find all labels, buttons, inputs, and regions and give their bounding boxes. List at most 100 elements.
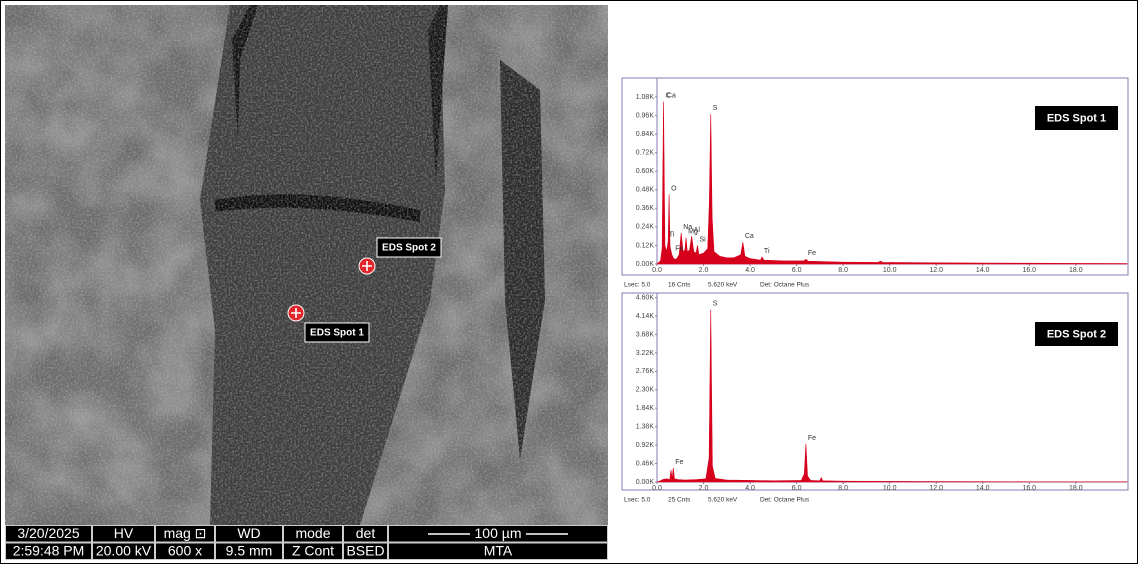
peak-label: S xyxy=(713,300,718,307)
y-tick-label: 3.68K xyxy=(636,331,655,338)
x-tick-label: 10.0 xyxy=(883,485,897,492)
databar-cell xyxy=(388,525,608,543)
x-tick-label: 12.0 xyxy=(929,485,943,492)
y-tick-label: 0.48K xyxy=(636,187,655,194)
y-tick-label: 0.60K xyxy=(636,168,655,175)
y-tick-label: 2.30K xyxy=(636,387,655,394)
footer-text: Lsec: 5.0 xyxy=(624,497,651,504)
spectrum-chart: 0.00K 0.12K 0.24K 0.36K 0.48K 0.60K 0.72K 0.84K… xyxy=(621,77,1129,289)
footer-text: Det: Octane Plus xyxy=(760,497,810,504)
footer-text: 25 Cnts xyxy=(668,497,691,504)
spectrum-chart: 0.00K 0.46K 0.92K 1.38K 1.84K 2.30K 2.76K 3.22K… xyxy=(621,292,1129,504)
footer-text: 16 Cnts xyxy=(668,282,691,289)
y-tick-label: 0.00K xyxy=(636,261,655,268)
databar-cell xyxy=(92,525,155,543)
databar-cell xyxy=(388,542,608,560)
peak-label: Fe xyxy=(808,435,816,442)
y-tick-label: 3.22K xyxy=(636,350,655,357)
spot-cross xyxy=(362,261,372,271)
spot-label-box xyxy=(376,237,442,258)
peak-label: Ti xyxy=(669,232,675,239)
spectrum-area xyxy=(656,309,1128,483)
peak-label: Ca xyxy=(667,92,676,99)
databar-text: 2:59:48 PM xyxy=(13,543,85,559)
y-tick-label: 1.38K xyxy=(636,424,655,431)
x-tick-label: 4.0 xyxy=(745,267,755,274)
databar-cell xyxy=(5,525,92,543)
peak-label: Si xyxy=(699,236,706,243)
databar: 3/20/2025 HV mag ⊡ WD mode det 100 µm 2:59:48 P… xyxy=(5,525,608,560)
x-tick-label: 6.0 xyxy=(792,485,802,492)
charts: 0.00K 0.12K 0.24K 0.36K 0.48K 0.60K 0.72K 0.84K… xyxy=(621,77,1129,504)
spectrum-area xyxy=(656,101,1128,265)
databar-text: MTA xyxy=(484,543,513,559)
peak-label: Al xyxy=(694,227,701,234)
peak-label: Ca xyxy=(745,233,754,240)
y-tick-label: 2.76K xyxy=(636,368,655,375)
spot-label: EDS Spot 2 xyxy=(382,243,436,254)
footer-text: 5.620 keV xyxy=(708,497,738,504)
footer-text: 5.620 keV xyxy=(708,282,738,289)
databar-cell xyxy=(283,525,343,543)
x-tick-label: 12.0 xyxy=(929,267,943,274)
databar-text: Z Cont xyxy=(292,543,334,559)
databar-cell xyxy=(92,542,155,560)
y-tick-label: 0.36K xyxy=(636,205,655,212)
databar-text: 3/20/2025 xyxy=(17,525,79,541)
y-tick-label: 1.84K xyxy=(636,405,655,412)
databar-text: 9.5 mm xyxy=(226,543,273,559)
peak-label: Ti xyxy=(764,248,770,255)
databar-text: 100 µm xyxy=(475,525,522,541)
databar-cell xyxy=(343,542,388,560)
peak-label: O xyxy=(671,185,677,192)
peak-label: Fe xyxy=(808,250,816,257)
peak-label: Fe xyxy=(675,459,683,466)
databar-text: mag ⊡ xyxy=(164,525,207,541)
y-tick-label: 0.00K xyxy=(636,479,655,486)
inset-label: EDS Spot 1 xyxy=(1047,112,1106,124)
x-tick-label: 8.0 xyxy=(838,267,848,274)
y-tick-label: 4.14K xyxy=(636,313,655,320)
x-tick-label: 6.0 xyxy=(792,267,802,274)
x-tick-label: 2.0 xyxy=(699,267,709,274)
x-tick-label: 4.0 xyxy=(745,485,755,492)
databar-cell xyxy=(5,542,92,560)
databar-cell xyxy=(155,542,215,560)
databar-text: 600 x xyxy=(168,543,202,559)
peak-label: S xyxy=(713,105,718,112)
x-tick-label: 18.0 xyxy=(1069,485,1083,492)
y-tick-label: 0.24K xyxy=(636,224,655,231)
databar-cell xyxy=(343,525,388,543)
databar-cell xyxy=(155,525,215,543)
x-tick-label: 16.0 xyxy=(1022,267,1036,274)
inset-label: EDS Spot 2 xyxy=(1047,328,1106,340)
sem-image xyxy=(5,5,608,525)
peak-label: Fe xyxy=(675,246,683,253)
y-tick-label: 4.60K xyxy=(636,294,655,301)
x-tick-label: 10.0 xyxy=(883,267,897,274)
y-tick-label: 0.12K xyxy=(636,242,655,249)
y-tick-label: 0.92K xyxy=(636,442,655,449)
y-tick-label: 1.08K xyxy=(636,94,655,101)
databar-text: BSED xyxy=(346,543,384,559)
y-tick-label: 0.72K xyxy=(636,150,655,157)
spot-label: EDS Spot 1 xyxy=(310,328,364,339)
x-tick-label: 14.0 xyxy=(976,485,990,492)
x-tick-label: 16.0 xyxy=(1022,485,1036,492)
x-tick-label: 2.0 xyxy=(699,485,709,492)
peak-label: C xyxy=(666,92,671,99)
databar-cell xyxy=(215,525,283,543)
x-tick-label: 18.0 xyxy=(1069,267,1083,274)
spot-label-box xyxy=(304,322,370,343)
footer-text: Lsec: 5.0 xyxy=(624,282,651,289)
databar-text: 20.00 kV xyxy=(96,543,152,559)
spot-markers: EDS Spot 1 EDS Spot 2 xyxy=(287,237,442,343)
peak-label: Na xyxy=(683,224,692,231)
spot-cross xyxy=(291,308,301,318)
y-tick-label: 0.46K xyxy=(636,460,655,467)
x-tick-label: 14.0 xyxy=(976,267,990,274)
footer-text: Det: Octane Plus xyxy=(760,282,810,289)
inset-label-box xyxy=(1035,106,1118,130)
y-tick-label: 0.96K xyxy=(636,112,655,119)
